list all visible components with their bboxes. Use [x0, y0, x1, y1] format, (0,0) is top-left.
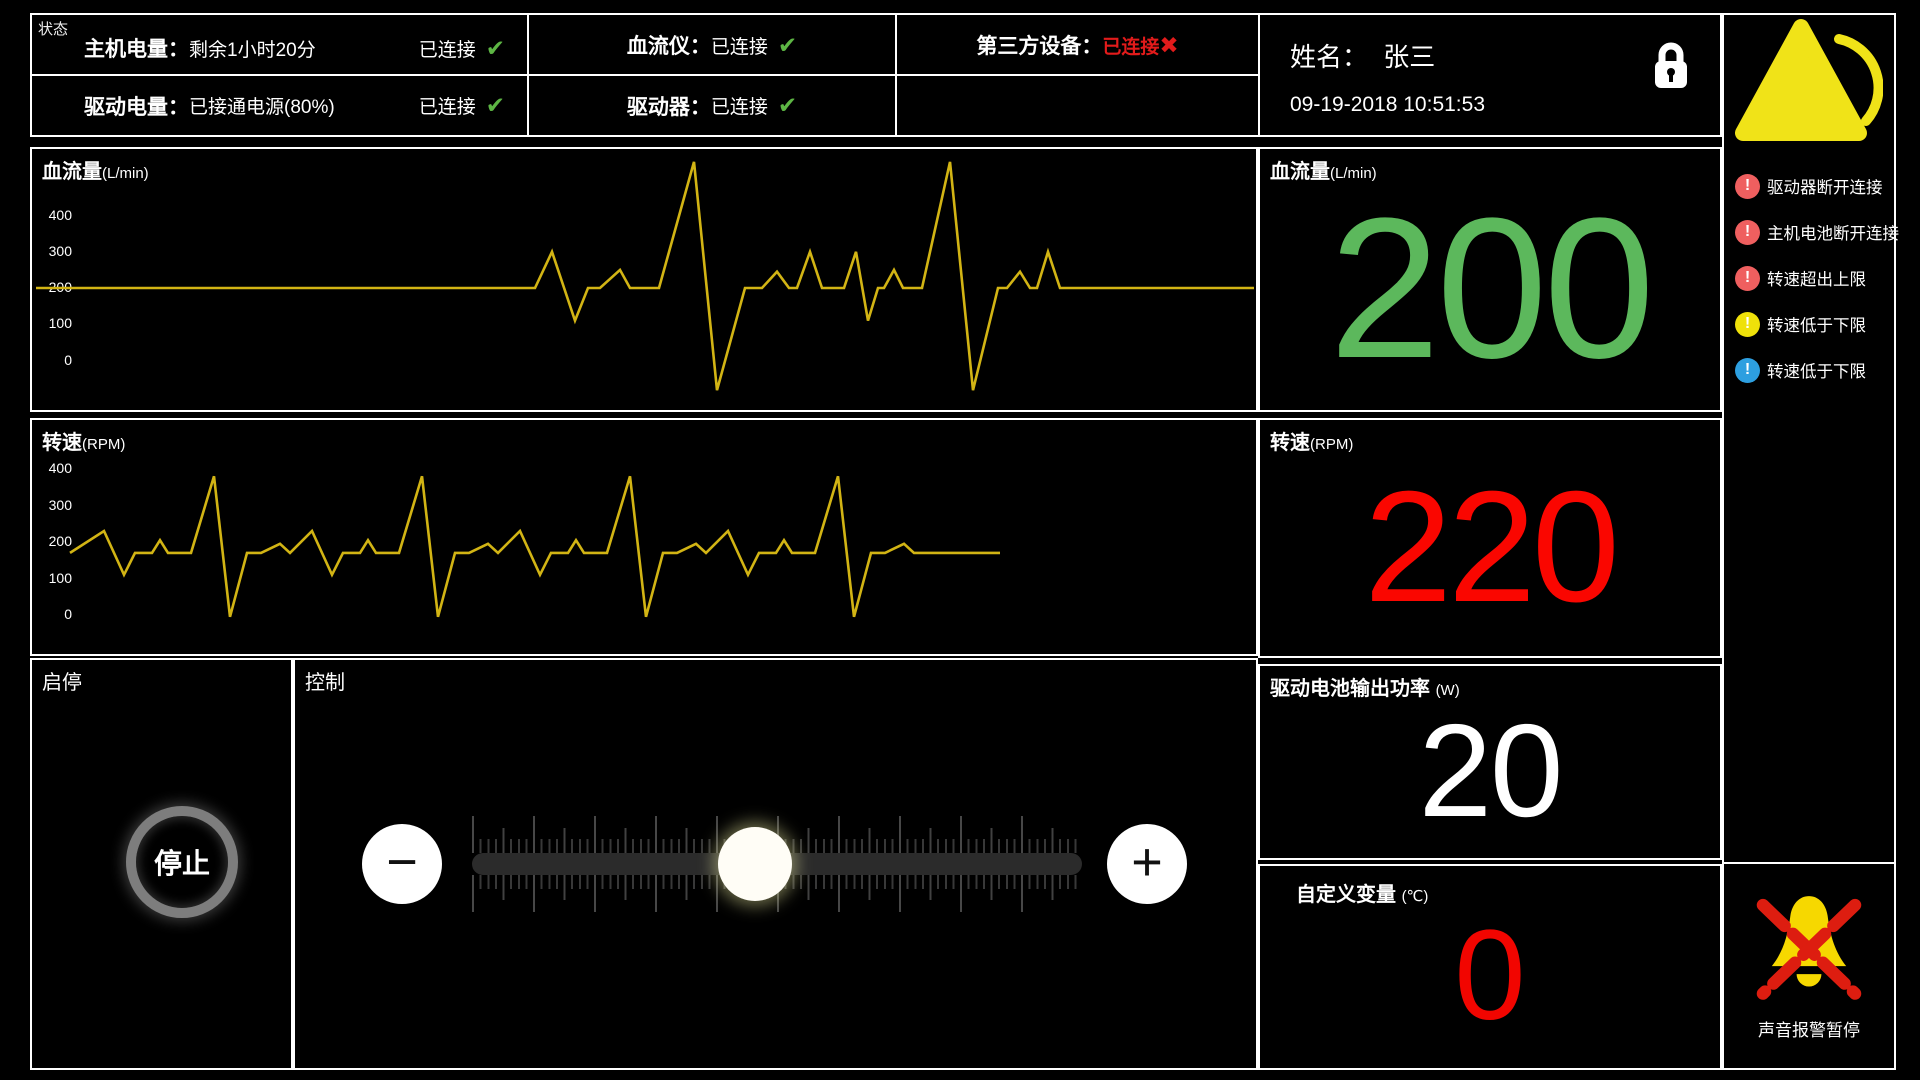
patient-name-label: 姓名：	[1290, 42, 1369, 72]
patient-name: 张三	[1383, 42, 1436, 72]
drive-power-value: 已接通电源(80%)	[189, 97, 335, 118]
rpm-waveform	[69, 475, 1000, 618]
drive-power-conn: 已连接	[418, 97, 476, 118]
y-axis-tick: 300	[48, 496, 72, 513]
alarm-item: ! 驱动器断开连接	[1724, 163, 1894, 209]
divider	[1258, 15, 1260, 135]
host-power-value: 剩余1小时20分	[189, 39, 316, 61]
alarm-text: 转速低于下限	[1767, 317, 1866, 335]
patient-info: 姓名： 张三 09-19-2018 10:51:53	[1260, 15, 1720, 135]
flow-meter-label: 血流仪：	[626, 35, 711, 58]
alarm-text: 转速超出上限	[1767, 271, 1866, 289]
flow-meter-conn: 已连接	[710, 36, 768, 58]
chart-title: 转速(RPM)	[42, 432, 126, 454]
alarm-list: ! 驱动器断开连接! 主机电池断开连接! 转速超出上限! 转速低于下限! 转速低于下限	[1724, 163, 1899, 393]
third-party-label: 第三方设备：	[976, 35, 1103, 58]
y-axis-tick: 400	[48, 460, 72, 476]
check-icon: ✔	[777, 92, 798, 118]
patient-name-line: 姓名： 张三	[1290, 37, 1435, 74]
bell-muted-icon	[1756, 896, 1862, 1000]
custom-variable-value: 0	[1454, 904, 1526, 1047]
startstop-label: 启停	[42, 672, 82, 694]
alarm-item: ! 转速低于下限	[1724, 301, 1894, 347]
check-icon: ✔	[777, 31, 798, 58]
alert-icon: !	[1735, 311, 1760, 337]
panel-title: 驱动电池输出功率 (W)	[1270, 678, 1460, 700]
third-party-conn: 已连接	[1102, 36, 1160, 58]
status-corner-label: 状态	[38, 21, 69, 38]
alert-icon: !	[1735, 173, 1760, 199]
status-flow-meter: 血流仪： 已连接 ✔	[529, 15, 895, 75]
cross-icon: ✖	[1159, 31, 1179, 58]
panel-title: 血流量(L/min)	[1270, 161, 1377, 183]
y-axis-tick: 100	[48, 315, 72, 332]
rpm-waveform-chart: 转速(RPM) 400 300 200 100 0	[30, 418, 1258, 656]
host-power-conn: 已连接	[418, 39, 476, 61]
alarm-text: 驱动器断开连接	[1767, 179, 1883, 197]
battery-power-panel: 驱动电池输出功率 (W) 20	[1258, 664, 1722, 860]
y-axis-tick: 0	[64, 606, 72, 622]
rpm-value-panel: 转速(RPM) 220	[1258, 418, 1722, 658]
alarm-item: ! 主机电池断开连接	[1724, 209, 1899, 255]
startstop-panel: 启停 停止	[30, 658, 293, 1070]
divider	[32, 74, 1258, 76]
stop-button-label: 停止	[153, 848, 210, 879]
flow-value: 200	[1329, 176, 1655, 400]
panel-title: 转速(RPM)	[1270, 432, 1354, 454]
status-host-power: 主机电量： 剩余1小时20分 已连接 ✔	[32, 15, 527, 75]
custom-variable-panel: 自定义变量 (℃) 0	[1258, 864, 1722, 1070]
panel-title: 自定义变量 (℃)	[1296, 884, 1429, 906]
chart-title: 血流量(L/min)	[42, 161, 149, 183]
y-axis-tick: 0	[64, 351, 72, 368]
status-driver: 驱动器： 已连接 ✔	[529, 76, 895, 135]
mute-alarm-button[interactable]: 声音报警暂停	[1724, 862, 1894, 1068]
datetime: 09-19-2018 10:51:53	[1290, 93, 1485, 116]
slider-thumb[interactable]	[718, 827, 792, 901]
y-axis-tick: 100	[48, 569, 72, 586]
check-icon: ✔	[485, 34, 505, 61]
alert-icon: !	[1735, 357, 1760, 383]
warning-triangle-icon	[1735, 19, 1883, 141]
host-power-label: 主机电量：	[84, 38, 189, 61]
control-panel: 控制 − +	[293, 658, 1258, 1070]
y-axis-tick: 300	[48, 242, 72, 259]
alarm-text: 转速低于下限	[1767, 363, 1866, 381]
control-label: 控制	[305, 672, 345, 694]
decrease-button[interactable]: −	[362, 824, 442, 904]
lock-icon[interactable]	[1648, 41, 1694, 91]
rpm-value: 220	[1364, 459, 1620, 635]
status-drive-power: 驱动电量： 已接通电源(80%) 已连接 ✔	[32, 76, 527, 135]
status-third-party: 第三方设备： 已连接 ✖	[897, 15, 1258, 75]
battery-power-value: 20	[1418, 697, 1564, 844]
driver-label: 驱动器：	[626, 95, 711, 119]
mute-alarm-label: 声音报警暂停	[1758, 1021, 1860, 1040]
status-bar: 状态 主机电量： 剩余1小时20分 已连接 ✔ 驱动电量： 已接通电源(80%)…	[30, 13, 1722, 137]
flow-value-panel: 血流量(L/min) 200	[1258, 147, 1722, 412]
drive-power-label: 驱动电量：	[84, 95, 189, 119]
check-icon: ✔	[485, 92, 505, 118]
alarm-sidebar: ! 驱动器断开连接! 主机电池断开连接! 转速超出上限! 转速低于下限! 转速低于下限 声…	[1722, 13, 1899, 1070]
flow-waveform	[36, 161, 1254, 391]
alert-icon: !	[1735, 265, 1760, 291]
alarm-item: ! 转速超出上限	[1724, 255, 1894, 301]
y-axis-tick: 400	[48, 206, 72, 223]
alarm-text: 主机电池断开连接	[1767, 225, 1899, 243]
alarm-item: ! 转速低于下限	[1724, 347, 1894, 393]
driver-conn: 已连接	[710, 97, 768, 118]
increase-button[interactable]: +	[1107, 824, 1187, 904]
stop-button[interactable]: 停止	[126, 806, 238, 918]
alert-icon: !	[1735, 219, 1760, 245]
y-axis-tick: 200	[48, 533, 72, 549]
flow-waveform-chart: 血流量(L/min) 400 300 200 100 0	[30, 147, 1258, 412]
